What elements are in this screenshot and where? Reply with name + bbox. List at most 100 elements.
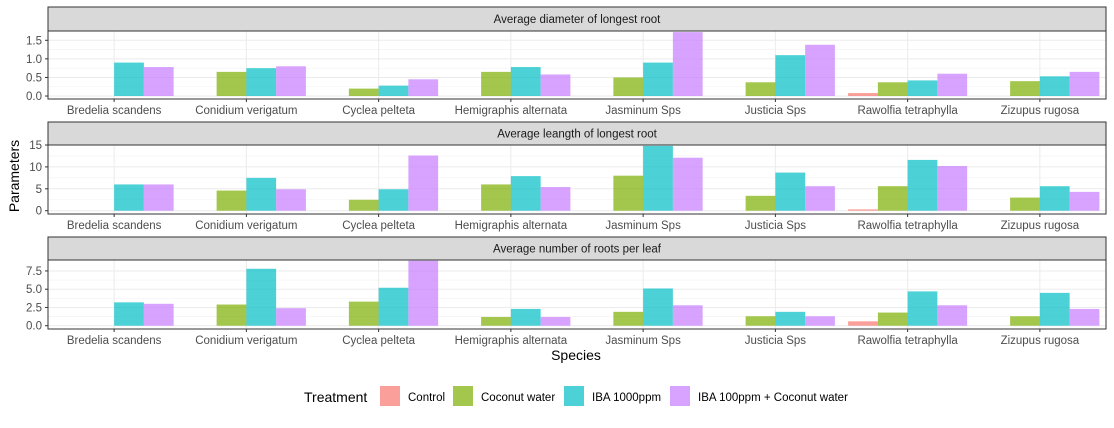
x-tick-label: Bredelia scandens (67, 105, 162, 117)
bar-iba-100ppm-coconut-water-rawolfia-tetraphylla (937, 166, 968, 211)
bar-coconut-water-cyclea-pelteta (348, 301, 379, 326)
bar-iba-1000ppm-cyclea-pelteta (378, 85, 409, 97)
bar-iba-1000ppm-justicia-sps (775, 311, 806, 326)
bar-coconut-water-justicia-sps (745, 316, 776, 326)
x-tick-label: Jasminum Sps (605, 105, 681, 117)
x-tick-label: Bredelia scandens (67, 220, 162, 232)
y-tick-label: 2.5 (26, 302, 42, 314)
x-tick-label: Jasminum Sps (605, 335, 681, 347)
legend-title: Treatment (304, 389, 367, 405)
x-tick-label: Justicia Sps (745, 220, 807, 232)
bar-iba-100ppm-coconut-water-zizupus-rugosa (1069, 191, 1100, 211)
bar-iba-100ppm-coconut-water-rawolfia-tetraphylla (937, 73, 968, 97)
bar-iba-1000ppm-zizupus-rugosa (1039, 76, 1070, 97)
bar-coconut-water-cyclea-pelteta (348, 199, 379, 211)
bar-iba-1000ppm-conidium-verigatum (246, 177, 277, 211)
y-tick-label: 5 (36, 184, 42, 196)
bar-iba-1000ppm-bredelia-scandens (114, 62, 144, 97)
bar-iba-1000ppm-conidium-verigatum (246, 268, 277, 326)
legend-key-control (380, 386, 400, 406)
bar-iba-100ppm-coconut-water-jasminum-sps (672, 305, 703, 326)
bar-iba-100ppm-coconut-water-justicia-sps (805, 44, 835, 97)
bar-iba-1000ppm-zizupus-rugosa (1039, 292, 1070, 326)
bar-coconut-water-justicia-sps (745, 82, 776, 97)
bar-coconut-water-conidium-verigatum (216, 71, 247, 97)
bar-iba-100ppm-coconut-water-rawolfia-tetraphylla (937, 305, 968, 326)
bar-iba-100ppm-coconut-water-cyclea-pelteta (408, 79, 439, 97)
bar-control-rawolfia-tetraphylla (848, 93, 878, 97)
bar-iba-100ppm-coconut-water-justicia-sps (805, 186, 835, 211)
panel-border (47, 30, 1107, 100)
x-tick-label: Jasminum Sps (605, 220, 681, 232)
facet-title: Average diameter of longest root (494, 14, 661, 26)
x-tick-label: Hemigraphis alternata (455, 105, 568, 117)
x-tick-label: Zizupus rugosa (1001, 220, 1080, 232)
bar-iba-1000ppm-rawolfia-tetraphylla (907, 159, 938, 211)
bar-control-rawolfia-tetraphylla (848, 321, 878, 326)
facet-strip (47, 6, 1107, 32)
facet-panel-2: Average leangth of longest root 0 5 10 15 Bre… (29, 121, 1107, 232)
bar-coconut-water-zizupus-rugosa (1010, 316, 1040, 326)
legend-key-iba-100ppm-coconut-water (670, 386, 690, 406)
y-tick-label: 0.0 (26, 321, 42, 333)
legend-item-iba-1000ppm: IBA 1000ppm (564, 386, 661, 406)
legend-label: IBA 100ppm + Coconut water (698, 392, 848, 404)
y-tick-label: 10 (29, 162, 42, 174)
bar-iba-100ppm-coconut-water-zizupus-rugosa (1069, 71, 1100, 97)
x-tick-label: Justicia Sps (745, 105, 807, 117)
bar-iba-100ppm-coconut-water-jasminum-sps (672, 157, 703, 211)
x-tick-label: Cyclea pelteta (342, 335, 415, 347)
bar-coconut-water-hemigraphis-alternata (481, 184, 511, 211)
x-tick-label: Bredelia scandens (67, 335, 162, 347)
bar-iba-1000ppm-justicia-sps (775, 172, 806, 211)
legend-item-control: Control (380, 386, 445, 406)
bar-iba-100ppm-coconut-water-bredelia-scandens (143, 184, 174, 211)
y-tick-label: 0.0 (26, 91, 42, 103)
bar-iba-100ppm-coconut-water-hemigraphis-alternata (540, 187, 571, 211)
x-tick-label: Conidium verigatum (195, 105, 297, 117)
legend-label: Control (408, 392, 445, 404)
bar-iba-1000ppm-hemigraphis-alternata (510, 67, 541, 97)
bar-iba-1000ppm-bredelia-scandens (114, 302, 144, 326)
bar-iba-100ppm-coconut-water-conidium-verigatum (276, 308, 306, 326)
x-axis-title: Species (551, 347, 601, 363)
y-tick-label: 7.5 (26, 266, 42, 278)
bar-coconut-water-justicia-sps (745, 195, 776, 211)
bar-iba-100ppm-coconut-water-conidium-verigatum (276, 66, 306, 97)
bar-iba-1000ppm-hemigraphis-alternata (510, 308, 541, 326)
bar-iba-1000ppm-justicia-sps (775, 55, 806, 97)
bar-iba-1000ppm-bredelia-scandens (114, 184, 144, 211)
x-tick-label: Justicia Sps (745, 335, 807, 347)
bar-iba-1000ppm-jasminum-sps (643, 288, 673, 326)
x-tick-label: Cyclea pelteta (342, 105, 415, 117)
x-tick-label: Rawolfia tetraphylla (857, 335, 958, 347)
bar-iba-1000ppm-zizupus-rugosa (1039, 186, 1070, 211)
bar-coconut-water-hemigraphis-alternata (481, 71, 511, 97)
bar-iba-1000ppm-jasminum-sps (643, 145, 673, 211)
panel-border (47, 144, 1107, 215)
legend-item-coconut-water: Coconut water (453, 386, 555, 406)
x-tick-label: Conidium verigatum (195, 220, 297, 232)
bar-iba-100ppm-coconut-water-jasminum-sps (672, 32, 703, 97)
facet-title: Average number of roots per leaf (493, 244, 662, 256)
y-tick-label: 15 (29, 140, 42, 152)
bar-iba-100ppm-coconut-water-bredelia-scandens (143, 303, 174, 326)
legend-item-iba-100ppm-coconut-water: IBA 100ppm + Coconut water (670, 386, 848, 406)
x-tick-label: Hemigraphis alternata (455, 220, 568, 232)
bar-iba-100ppm-coconut-water-cyclea-pelteta (408, 155, 439, 211)
facet-panel-1: Average diameter of longest root 0.0 0.5 1.… (26, 6, 1107, 117)
bar-iba-100ppm-coconut-water-conidium-verigatum (276, 189, 306, 211)
bar-iba-1000ppm-jasminum-sps (643, 62, 673, 97)
bar-iba-1000ppm-hemigraphis-alternata (510, 176, 541, 211)
bar-iba-1000ppm-cyclea-pelteta (378, 287, 409, 326)
x-tick-label: Hemigraphis alternata (455, 335, 568, 347)
bar-coconut-water-conidium-verigatum (216, 190, 247, 211)
legend-key-iba-1000ppm (564, 386, 584, 406)
bar-coconut-water-jasminum-sps (613, 77, 644, 97)
bar-coconut-water-zizupus-rugosa (1010, 197, 1040, 211)
bar-iba-100ppm-coconut-water-zizupus-rugosa (1069, 308, 1100, 326)
bar-coconut-water-hemigraphis-alternata (481, 316, 511, 326)
bar-coconut-water-conidium-verigatum (216, 304, 247, 326)
facet-title: Average leangth of longest root (497, 129, 657, 141)
